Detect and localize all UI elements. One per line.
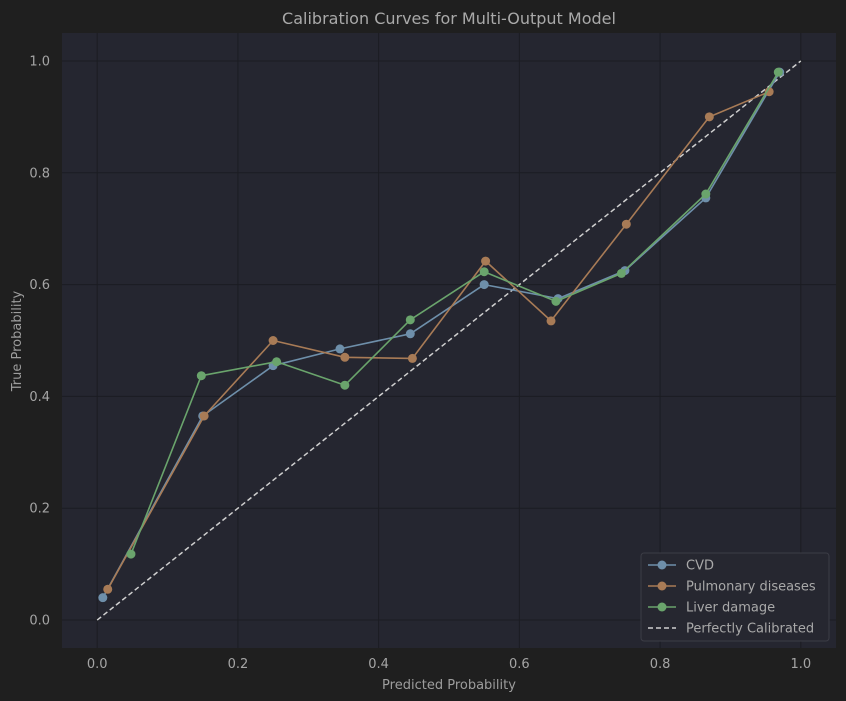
data-point-liver-damage — [340, 381, 349, 390]
legend-label: Perfectly Calibrated — [686, 622, 814, 637]
data-point-liver-damage — [551, 297, 560, 306]
data-point-cvd — [335, 344, 344, 353]
data-point-pulmonary-diseases — [103, 585, 112, 594]
data-point-liver-damage — [774, 68, 783, 77]
y-axis-label: True Probability — [10, 290, 25, 392]
x-tick-label: 0.0 — [87, 657, 108, 672]
data-point-cvd — [406, 329, 415, 338]
data-point-pulmonary-diseases — [622, 220, 631, 229]
legend-label: Pulmonary diseases — [686, 580, 816, 595]
legend: CVD Pulmonary diseases Liver damage Perfect… — [641, 553, 829, 641]
y-tick-label: 0.6 — [29, 278, 50, 293]
legend-marker — [658, 561, 667, 570]
x-axis-label: Predicted Probability — [382, 678, 516, 693]
x-tick-label: 1.0 — [790, 657, 811, 672]
y-tick-label: 0.2 — [29, 502, 50, 517]
y-tick-label: 0.4 — [29, 390, 50, 405]
x-tick-label: 0.6 — [509, 657, 530, 672]
data-point-pulmonary-diseases — [200, 411, 209, 420]
y-tick-label: 1.0 — [29, 54, 50, 69]
data-point-liver-damage — [701, 190, 710, 199]
data-point-liver-damage — [406, 315, 415, 324]
legend-label: CVD — [686, 559, 714, 574]
data-point-cvd — [480, 280, 489, 289]
data-point-pulmonary-diseases — [408, 354, 417, 363]
data-point-liver-damage — [272, 357, 281, 366]
x-tick-label: 0.4 — [368, 657, 389, 672]
chart-title: Calibration Curves for Multi-Output Mode… — [282, 9, 616, 28]
x-tick-label: 0.2 — [228, 657, 249, 672]
data-point-liver-damage — [126, 550, 135, 559]
data-point-pulmonary-diseases — [547, 316, 556, 325]
legend-marker — [658, 603, 667, 612]
legend-marker — [658, 582, 667, 591]
y-tick-label: 0.8 — [29, 166, 50, 181]
data-point-cvd — [98, 593, 107, 602]
x-tick-label: 0.8 — [650, 657, 671, 672]
legend-label: Liver damage — [686, 601, 775, 616]
data-point-liver-damage — [197, 371, 206, 380]
data-point-pulmonary-diseases — [340, 353, 349, 362]
data-point-pulmonary-diseases — [481, 257, 490, 266]
y-tick-label: 0.0 — [29, 614, 50, 629]
data-point-liver-damage — [617, 269, 626, 278]
data-point-pulmonary-diseases — [269, 336, 278, 345]
data-point-pulmonary-diseases — [705, 112, 714, 121]
data-point-liver-damage — [480, 267, 489, 276]
